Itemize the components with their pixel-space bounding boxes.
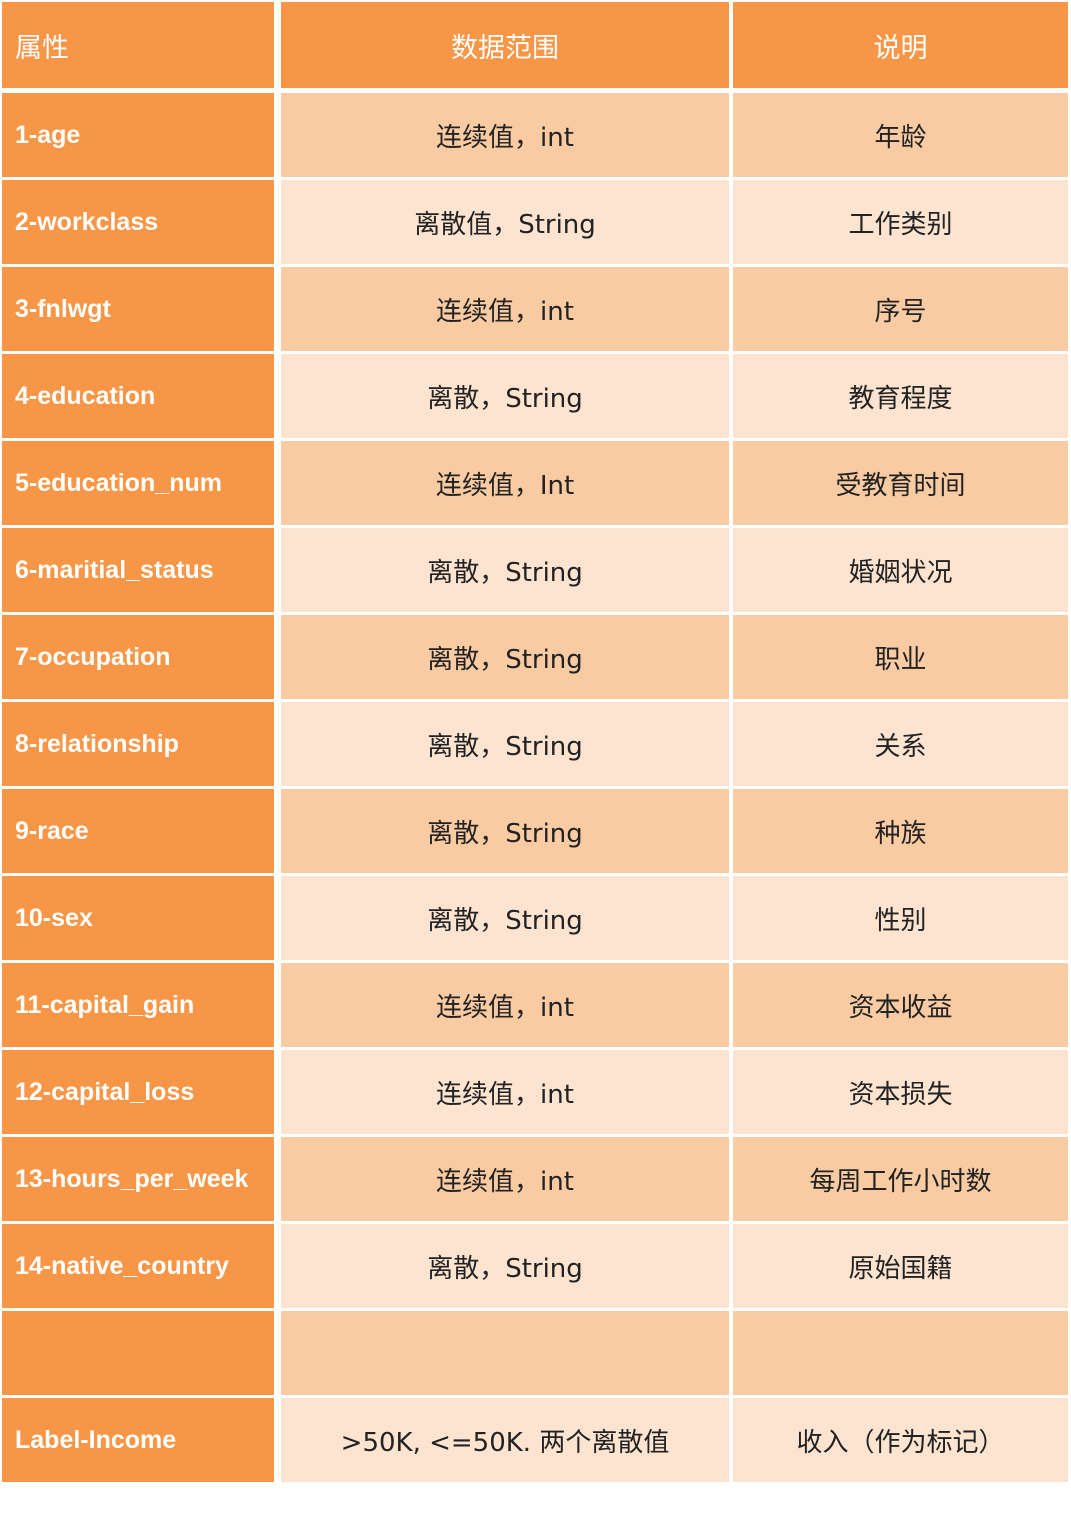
range-cell: 连续值，int — [281, 1050, 729, 1134]
table-row: 11-capital_gain 连续值，int 资本收益 — [2, 963, 1068, 1047]
table-row: 10-sex 离散，String 性别 — [2, 876, 1068, 960]
range-cell: 离散，String — [281, 528, 729, 612]
range-cell: >50K, <=50K. 两个离散值 — [281, 1398, 729, 1482]
description-cell: 关系 — [733, 702, 1068, 786]
description-cell: 工作类别 — [733, 180, 1068, 264]
attribute-cell: 4-education — [2, 354, 274, 438]
description-cell: 资本损失 — [733, 1050, 1068, 1134]
table-row: 1-age 连续值，int 年龄 — [2, 93, 1068, 177]
attribute-cell: 6-maritial_status — [2, 528, 274, 612]
description-cell: 年龄 — [733, 93, 1068, 177]
description-cell: 受教育时间 — [733, 441, 1068, 525]
table-row: 12-capital_loss 连续值，int 资本损失 — [2, 1050, 1068, 1134]
range-cell: 离散，String — [281, 354, 729, 438]
attribute-cell — [2, 1311, 274, 1395]
table-row: 14-native_country 离散，String 原始国籍 — [2, 1224, 1068, 1308]
table-header-row: 属性 数据范围 说明 — [2, 2, 1068, 88]
range-cell: 离散，String — [281, 702, 729, 786]
description-cell: 婚姻状况 — [733, 528, 1068, 612]
attribute-cell: 13-hours_per_week — [2, 1137, 274, 1221]
range-cell: 连续值，Int — [281, 441, 729, 525]
description-cell — [733, 1311, 1068, 1395]
attribute-cell: 10-sex — [2, 876, 274, 960]
attribute-cell: 9-race — [2, 789, 274, 873]
header-attribute: 属性 — [2, 2, 274, 88]
range-cell: 离散，String — [281, 1224, 729, 1308]
attribute-cell: 5-education_num — [2, 441, 274, 525]
range-cell: 离散，String — [281, 789, 729, 873]
attribute-cell: 12-capital_loss — [2, 1050, 274, 1134]
attribute-cell: 3-fnlwgt — [2, 267, 274, 351]
attribute-cell: 2-workclass — [2, 180, 274, 264]
description-cell: 序号 — [733, 267, 1068, 351]
range-cell — [281, 1311, 729, 1395]
table-row: 6-maritial_status 离散，String 婚姻状况 — [2, 528, 1068, 612]
range-cell: 离散，String — [281, 615, 729, 699]
range-cell: 连续值，int — [281, 267, 729, 351]
table-row: 3-fnlwgt 连续值，int 序号 — [2, 267, 1068, 351]
header-description: 说明 — [733, 2, 1068, 88]
table-row: 9-race 离散，String 种族 — [2, 789, 1068, 873]
attribute-cell: Label-Income — [2, 1398, 274, 1482]
attribute-cell: 1-age — [2, 93, 274, 177]
description-cell: 种族 — [733, 789, 1068, 873]
attribute-cell: 14-native_country — [2, 1224, 274, 1308]
description-cell: 资本收益 — [733, 963, 1068, 1047]
description-cell: 职业 — [733, 615, 1068, 699]
table-row: Label-Income >50K, <=50K. 两个离散值 收入（作为标记） — [2, 1398, 1068, 1482]
attribute-table: 属性 数据范围 说明 1-age 连续值，int 年龄 2-workclass 离散值，… — [2, 2, 1068, 1485]
description-cell: 教育程度 — [733, 354, 1068, 438]
table-row: 5-education_num 连续值，Int 受教育时间 — [2, 441, 1068, 525]
range-cell: 连续值，int — [281, 1137, 729, 1221]
table-row: 2-workclass 离散值，String 工作类别 — [2, 180, 1068, 264]
table-row — [2, 1311, 1068, 1395]
description-cell: 每周工作小时数 — [733, 1137, 1068, 1221]
table-row: 8-relationship 离散，String 关系 — [2, 702, 1068, 786]
range-cell: 连续值，int — [281, 93, 729, 177]
range-cell: 连续值，int — [281, 963, 729, 1047]
attribute-cell: 11-capital_gain — [2, 963, 274, 1047]
range-cell: 离散，String — [281, 876, 729, 960]
table-row: 4-education 离散，String 教育程度 — [2, 354, 1068, 438]
description-cell: 性别 — [733, 876, 1068, 960]
attribute-cell: 8-relationship — [2, 702, 274, 786]
description-cell: 原始国籍 — [733, 1224, 1068, 1308]
header-range: 数据范围 — [281, 2, 729, 88]
attribute-cell: 7-occupation — [2, 615, 274, 699]
table-row: 7-occupation 离散，String 职业 — [2, 615, 1068, 699]
description-cell: 收入（作为标记） — [733, 1398, 1068, 1482]
range-cell: 离散值，String — [281, 180, 729, 264]
table-body: 1-age 连续值，int 年龄 2-workclass 离散值，String 工作类别 3… — [2, 93, 1068, 1482]
table-row: 13-hours_per_week 连续值，int 每周工作小时数 — [2, 1137, 1068, 1221]
